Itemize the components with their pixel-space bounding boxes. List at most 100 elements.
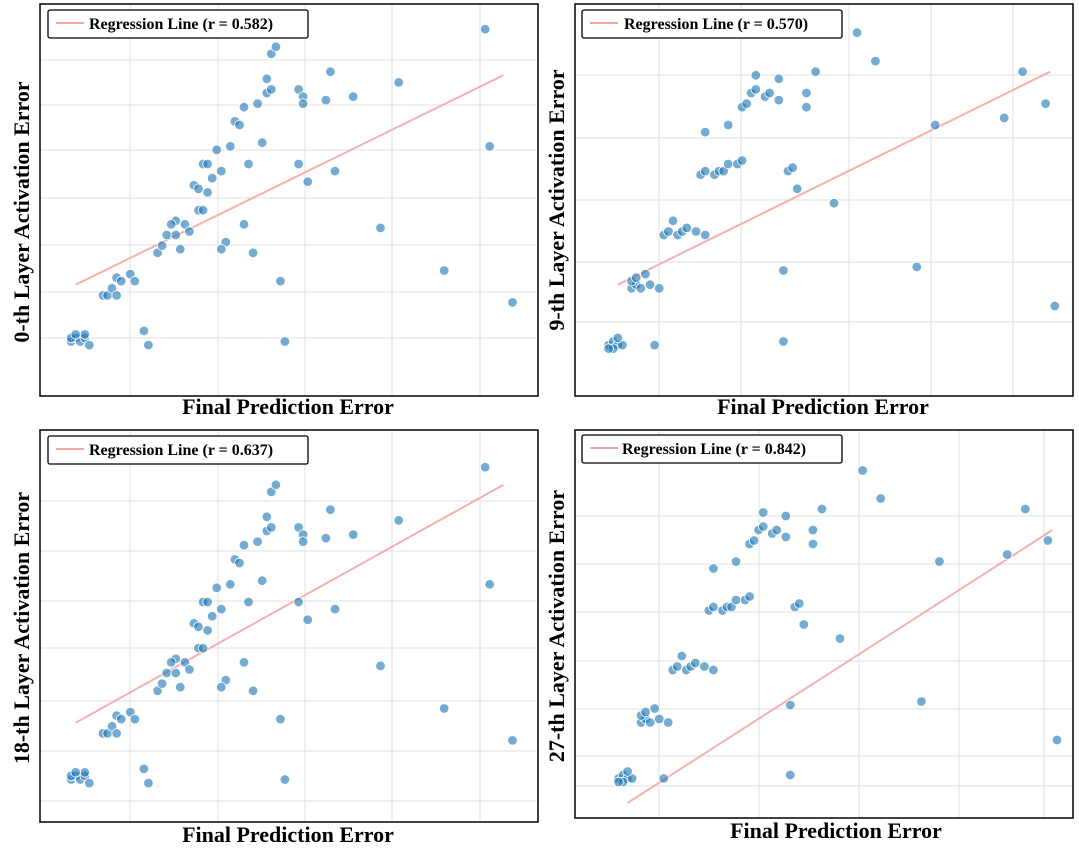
data-point bbox=[787, 162, 798, 173]
data-point bbox=[243, 596, 254, 608]
data-point bbox=[348, 529, 359, 540]
data-point bbox=[644, 717, 656, 728]
data-point bbox=[741, 98, 752, 109]
data-point bbox=[663, 226, 674, 237]
data-point bbox=[810, 66, 821, 77]
regression-line-layer bbox=[75, 483, 504, 724]
data-point bbox=[613, 776, 624, 788]
data-point bbox=[225, 579, 236, 590]
data-point bbox=[807, 524, 819, 536]
data-point bbox=[722, 119, 734, 131]
data-point bbox=[206, 172, 218, 184]
scatter-chart-layer-0: Regression Line (r = 0.582) Final Predic… bbox=[9, 3, 539, 419]
data-point bbox=[329, 165, 341, 177]
data-point bbox=[325, 66, 336, 77]
y-axis-label: 27-th Layer Activation Error bbox=[544, 490, 569, 763]
legend-label: Regression Line (r = 0.637) bbox=[89, 442, 273, 459]
data-point bbox=[640, 268, 651, 280]
data-point bbox=[129, 275, 141, 287]
data-point bbox=[247, 247, 259, 259]
data-point bbox=[816, 503, 828, 515]
grid bbox=[575, 430, 1073, 818]
legend-label: Regression Line (r = 0.582) bbox=[89, 16, 273, 33]
data-point bbox=[612, 332, 624, 344]
data-point bbox=[375, 222, 386, 234]
data-point bbox=[480, 23, 491, 35]
data-point bbox=[1051, 734, 1063, 746]
data-point bbox=[293, 596, 304, 608]
data-point bbox=[266, 522, 277, 533]
data-point bbox=[393, 515, 404, 526]
data-point bbox=[329, 603, 341, 615]
data-point bbox=[681, 222, 693, 234]
data-point bbox=[165, 657, 177, 668]
data-point bbox=[794, 598, 805, 609]
data-point bbox=[175, 682, 186, 693]
regression-line-layer bbox=[75, 74, 504, 286]
data-point bbox=[507, 735, 518, 746]
y-axis-label: 18-th Layer Activation Error bbox=[9, 492, 34, 765]
chart-panel-layer-9: Regression Line (r = 0.570) Final Predic… bbox=[539, 0, 1079, 422]
data-point bbox=[247, 685, 259, 697]
legend-label: Regression Line (r = 0.842) bbox=[622, 441, 806, 458]
data-point bbox=[216, 165, 227, 177]
data-point bbox=[484, 141, 495, 152]
plot-frame bbox=[39, 3, 539, 397]
data-point bbox=[667, 215, 679, 227]
plot-frame bbox=[574, 429, 1074, 819]
legend: Regression Line (r = 0.582) bbox=[47, 9, 309, 39]
data-point bbox=[206, 610, 218, 622]
data-point bbox=[84, 339, 95, 351]
data-point bbox=[807, 538, 819, 550]
data-point bbox=[764, 87, 775, 99]
data-point bbox=[699, 229, 711, 241]
data-point bbox=[193, 621, 204, 633]
data-point bbox=[111, 290, 122, 301]
data-point bbox=[603, 343, 614, 354]
data-point bbox=[211, 582, 222, 594]
scatter-points bbox=[65, 23, 518, 351]
data-point bbox=[757, 507, 769, 518]
data-point bbox=[238, 539, 250, 551]
data-point bbox=[161, 229, 172, 241]
data-point bbox=[780, 510, 792, 522]
data-point bbox=[197, 204, 209, 216]
data-point bbox=[708, 664, 719, 676]
data-point bbox=[297, 98, 309, 109]
scatter-chart-layer-27: Regression Line (r = 0.842) Final Predic… bbox=[544, 429, 1074, 843]
data-point bbox=[161, 667, 172, 679]
x-axis-label: Final Prediction Error bbox=[182, 394, 394, 419]
data-point bbox=[320, 94, 332, 106]
data-point bbox=[736, 155, 748, 166]
data-point bbox=[257, 575, 268, 586]
regression-line bbox=[627, 529, 1053, 804]
data-point bbox=[115, 275, 127, 287]
data-point bbox=[934, 556, 945, 567]
data-point bbox=[202, 158, 213, 170]
data-point bbox=[238, 219, 250, 230]
data-point bbox=[297, 536, 309, 547]
data-point bbox=[828, 197, 840, 209]
data-point bbox=[115, 713, 127, 725]
data-point bbox=[325, 504, 336, 515]
regression-line bbox=[617, 70, 1051, 286]
scatter-chart-layer-18: Regression Line (r = 0.637) Final Predic… bbox=[9, 429, 539, 847]
chart-panel-layer-0: Regression Line (r = 0.582) Final Predic… bbox=[0, 0, 540, 422]
data-point bbox=[792, 183, 803, 195]
data-point bbox=[279, 336, 291, 347]
data-point bbox=[129, 713, 141, 725]
data-point bbox=[757, 521, 769, 532]
data-point bbox=[722, 158, 734, 170]
data-point bbox=[197, 642, 209, 654]
data-point bbox=[801, 87, 812, 99]
data-point bbox=[778, 336, 789, 347]
data-point bbox=[279, 774, 291, 785]
data-point bbox=[439, 265, 450, 276]
data-point bbox=[640, 706, 651, 718]
data-point bbox=[143, 339, 154, 351]
scatter-chart-layer-9: Regression Line (r = 0.570) Final Predic… bbox=[544, 3, 1074, 419]
data-point bbox=[266, 84, 277, 95]
grid bbox=[40, 4, 538, 396]
data-point bbox=[275, 275, 286, 287]
data-point bbox=[507, 297, 518, 308]
